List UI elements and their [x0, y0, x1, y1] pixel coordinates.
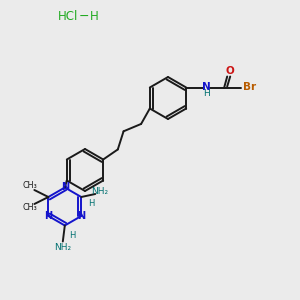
- Text: N: N: [202, 82, 211, 92]
- Text: CH₃: CH₃: [23, 182, 38, 190]
- Text: NH₂: NH₂: [91, 188, 108, 196]
- Text: N: N: [61, 182, 69, 193]
- Text: H: H: [88, 199, 94, 208]
- Text: −: −: [79, 10, 89, 22]
- Text: H: H: [69, 231, 75, 240]
- Text: H: H: [203, 89, 210, 98]
- Text: O: O: [226, 65, 235, 76]
- Text: H: H: [90, 10, 98, 22]
- Text: Br: Br: [243, 82, 256, 92]
- Text: N: N: [44, 211, 52, 221]
- Text: N: N: [77, 211, 85, 221]
- Text: NH₂: NH₂: [54, 243, 71, 252]
- Text: HCl: HCl: [58, 10, 78, 22]
- Text: CH₃: CH₃: [23, 203, 38, 212]
